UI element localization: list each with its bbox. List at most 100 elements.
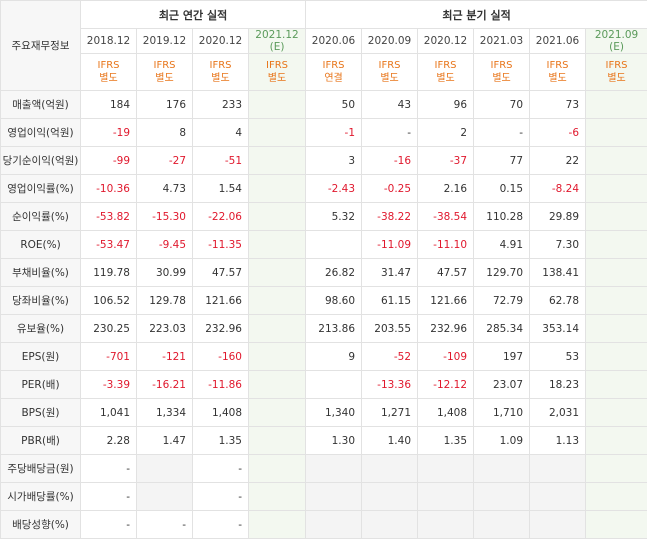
value-cell [586,203,647,231]
value-cell: -121 [137,343,193,371]
value-cell [474,511,530,539]
value-cell: 106.52 [81,287,137,315]
value-cell: -160 [193,343,249,371]
value-cell: 1.47 [137,427,193,455]
value-cell: -6 [530,119,586,147]
value-cell: -22.06 [193,203,249,231]
row-label: 순이익률(%) [1,203,81,231]
standard-ifrs: IFRS [81,59,136,72]
value-cell [418,455,474,483]
value-cell: - [362,119,418,147]
value-cell [249,259,306,287]
value-cell: 4.91 [474,231,530,259]
value-cell: -0.25 [362,175,418,203]
standard-scope: 별도 [530,72,585,85]
value-cell [306,455,362,483]
row-label: 당기순이익(억원) [1,147,81,175]
value-cell: 129.78 [137,287,193,315]
value-cell [474,455,530,483]
value-cell: 1.09 [474,427,530,455]
value-cell [249,287,306,315]
value-cell: 23.07 [474,371,530,399]
value-cell [586,147,647,175]
row-label: PER(배) [1,371,81,399]
table-row: 시가배당률(%)-- [1,483,647,511]
value-cell [249,483,306,511]
period-label: 2020.12 [418,29,474,54]
value-cell: -3.39 [81,371,137,399]
value-cell [586,175,647,203]
value-cell: -12.12 [418,371,474,399]
value-cell [306,371,362,399]
value-cell [586,91,647,119]
standard-scope: 별도 [418,72,473,85]
period-label: 2021.12 (E) [249,29,306,54]
value-cell [418,511,474,539]
value-cell: 47.57 [193,259,249,287]
value-cell [586,371,647,399]
value-cell [249,91,306,119]
row-label: 매출액(억원) [1,91,81,119]
standard-scope: 연결 [306,72,361,85]
value-cell: 47.57 [418,259,474,287]
value-cell: -1 [306,119,362,147]
row-label: EPS(원) [1,343,81,371]
value-cell: -11.86 [193,371,249,399]
row-label: 당좌비율(%) [1,287,81,315]
value-cell [586,511,647,539]
value-cell [249,399,306,427]
value-cell: 8 [137,119,193,147]
row-label: 부채비율(%) [1,259,81,287]
table-header-label: 주요재무정보 [1,1,81,91]
standard-scope: 별도 [362,72,417,85]
value-cell: 213.86 [306,315,362,343]
value-cell: -16 [362,147,418,175]
value-cell: -11.09 [362,231,418,259]
value-cell: 1,271 [362,399,418,427]
period-label: 2018.12 [81,29,137,54]
value-cell: 2 [418,119,474,147]
standard-scope: 별도 [586,72,647,85]
standard-ifrs: IFRS [418,59,473,72]
value-cell: 1.35 [418,427,474,455]
value-cell: 197 [474,343,530,371]
period-label: 2020.06 [306,29,362,54]
value-cell [249,455,306,483]
value-cell: 31.47 [362,259,418,287]
value-cell [306,483,362,511]
value-cell: 70 [474,91,530,119]
value-cell: -15.30 [137,203,193,231]
value-cell: -19 [81,119,137,147]
value-cell: 4 [193,119,249,147]
value-cell: -2.43 [306,175,362,203]
value-cell: 50 [306,91,362,119]
value-cell [362,483,418,511]
value-cell [586,399,647,427]
value-cell: 43 [362,91,418,119]
standard-ifrs: IFRS [137,59,192,72]
value-cell [586,427,647,455]
value-cell [249,203,306,231]
value-cell: 353.14 [530,315,586,343]
value-cell: 223.03 [137,315,193,343]
value-cell [530,483,586,511]
value-cell: -38.54 [418,203,474,231]
value-cell [137,455,193,483]
value-cell: 2.16 [418,175,474,203]
value-cell: -27 [137,147,193,175]
value-cell: -9.45 [137,231,193,259]
value-cell: 230.25 [81,315,137,343]
value-cell: 176 [137,91,193,119]
